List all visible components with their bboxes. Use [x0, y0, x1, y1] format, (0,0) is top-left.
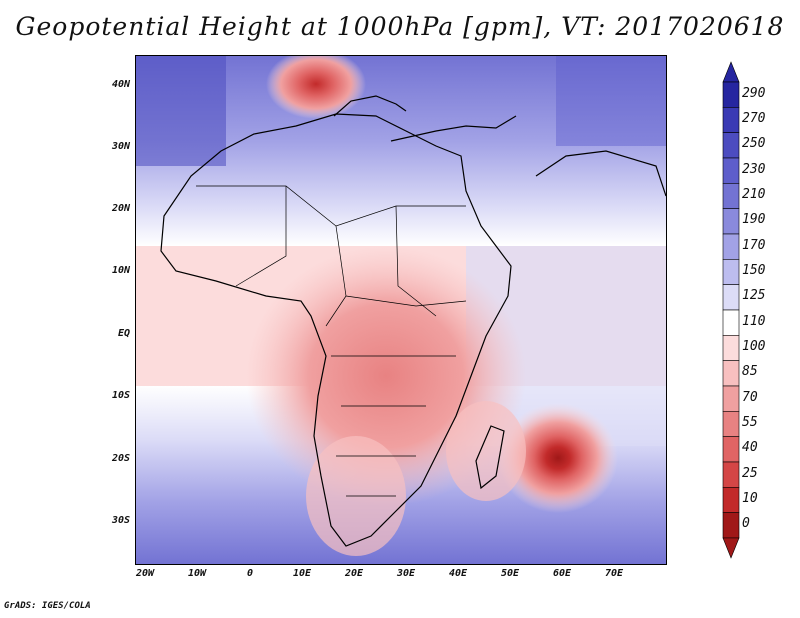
lat-label-20n: 20N [111, 203, 130, 214]
legend-label: 210 [742, 187, 766, 202]
legend-swatch [722, 385, 740, 412]
legend-label: 190 [742, 212, 766, 228]
legend-swatch [722, 284, 740, 311]
legend-label: 0 [742, 516, 750, 532]
lat-label-40n: 40N [111, 79, 130, 90]
legend-swatch [722, 360, 740, 387]
legend-swatch [722, 132, 740, 159]
legend-arrow-bottom [722, 537, 740, 559]
lon-label-60e: 60E [552, 568, 572, 579]
lon-label-0: 0 [246, 568, 254, 579]
legend-swatch [722, 335, 740, 361]
legend-arrow-top [722, 61, 740, 83]
lon-label-40e: 40E [448, 568, 468, 579]
legend-label: 40 [742, 440, 758, 456]
lat-label-10s: 10S [111, 390, 130, 401]
legend-label: 150 [742, 263, 766, 278]
legend-swatch [722, 411, 740, 437]
lon-label-50e: 50E [500, 568, 520, 579]
lon-label-30e: 30E [396, 568, 416, 579]
lat-label-30n: 30N [111, 141, 130, 152]
legend-swatch [722, 259, 740, 285]
legend-swatch [722, 183, 740, 209]
legend-label: 10 [742, 491, 758, 506]
lon-label-10w: 10W [187, 568, 207, 579]
lat-label-20s: 20S [111, 453, 130, 464]
country-borders [196, 185, 467, 497]
legend-label: 270 [742, 111, 766, 126]
footer-credit: GrADS: IGES/COLA [4, 601, 91, 611]
legend-swatch [722, 107, 740, 133]
lon-label-10e: 10E [292, 568, 312, 579]
legend-swatch [722, 157, 740, 184]
legend-swatch [722, 233, 740, 260]
legend-swatch [722, 512, 740, 539]
lat-label-10n: 10N [111, 265, 130, 276]
legend-label: 110 [742, 313, 766, 329]
lon-label-20w: 20W [135, 568, 155, 579]
legend-swatch [722, 208, 740, 235]
map-panel [135, 55, 667, 565]
chart-title: Geopotential Height at 1000hPa [gpm], VT… [15, 12, 785, 41]
legend-label: 70 [742, 389, 758, 405]
lat-label-30s: 30S [111, 515, 130, 526]
legend-label: 170 [742, 237, 766, 253]
coastline [160, 95, 666, 547]
legend-label: 85 [742, 364, 758, 380]
legend-swatch [722, 436, 740, 463]
legend-label: 290 [742, 85, 766, 101]
legend-label: 125 [742, 288, 766, 304]
legend-swatch [722, 487, 740, 513]
legend-swatch [722, 81, 740, 108]
legend-swatch [722, 309, 740, 336]
legend-label: 100 [742, 339, 766, 354]
lat-label-eq: EQ [117, 328, 130, 339]
legend-label: 55 [742, 415, 758, 430]
legend-label: 25 [742, 465, 758, 481]
color-legend [722, 61, 740, 559]
geopotential-field [136, 56, 666, 564]
legend-label: 250 [742, 136, 766, 152]
legend-swatch [722, 461, 740, 488]
lon-label-20e: 20E [344, 568, 364, 579]
lon-label-70e: 70E [604, 568, 624, 579]
legend-label: 230 [742, 161, 766, 177]
